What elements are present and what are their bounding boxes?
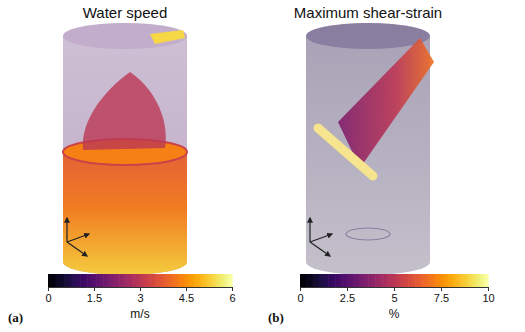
tick-mark — [140, 287, 141, 291]
axis-triad — [309, 218, 310, 242]
tick-mark — [488, 287, 489, 291]
tick-label: 6 — [229, 292, 235, 304]
colorbar-cell — [230, 274, 233, 287]
tick-mark — [94, 287, 95, 291]
tick-mark — [48, 287, 49, 291]
panel: Maximum shear-strain 0 2.5 5 7.5 10% (b) — [268, 4, 495, 325]
colorbar-axis-line — [49, 288, 233, 292]
tick: 7.5 — [434, 287, 449, 304]
tick-label: 3 — [137, 292, 143, 304]
tick-label: 1.5 — [87, 292, 102, 304]
figure: Water speed 0 1.5 3 4.5 6 m/s (a) Maximum shear-… — [0, 0, 525, 332]
axis-triad — [67, 234, 89, 242]
tick-mark — [186, 287, 187, 291]
colorbar-label: m/s — [130, 307, 149, 321]
fast-region — [63, 139, 187, 275]
cylinder-top — [63, 23, 187, 49]
colorbar: 0 1.5 3 4.5 6 — [45, 274, 235, 304]
tick-label: 7.5 — [434, 292, 449, 304]
colorbar-cell — [486, 274, 489, 287]
tick-label: 5 — [391, 292, 397, 304]
plume — [83, 72, 166, 150]
axis-triad — [67, 242, 87, 256]
volume-rendering — [63, 23, 187, 275]
tick-label: 0 — [45, 292, 51, 304]
tick: 0 — [297, 287, 303, 304]
panel-letter: (b) — [268, 310, 284, 325]
ring — [346, 228, 390, 240]
shear-band — [338, 38, 434, 168]
tick-label: 0 — [297, 292, 303, 304]
tick-mark — [232, 287, 233, 291]
panel-title: Maximum shear-strain — [294, 4, 442, 21]
volume-rendering — [306, 23, 434, 275]
tick-label: 10 — [482, 292, 494, 304]
tick: 5 — [391, 287, 397, 304]
axis-triad — [66, 218, 67, 242]
tick-mark — [441, 287, 442, 291]
shear-edge — [318, 128, 373, 176]
tick: 1.5 — [87, 287, 102, 304]
colorbar-label: % — [389, 307, 400, 321]
streak — [150, 30, 185, 44]
panel: Water speed 0 1.5 3 4.5 6 m/s (a) — [8, 4, 236, 325]
tick: 10 — [482, 287, 494, 304]
tick: 6 — [229, 287, 235, 304]
tick-label: 4.5 — [179, 292, 194, 304]
tick: 0 — [45, 287, 51, 304]
cylinder — [63, 23, 187, 275]
colorbar-axis: 0 1.5 3 4.5 6 — [45, 287, 235, 304]
colorbar: 0 2.5 5 7.5 10 — [297, 274, 494, 304]
tick-label: 2.5 — [340, 292, 355, 304]
axis-triad — [310, 242, 330, 256]
tick-mark — [300, 287, 301, 291]
axis-triad — [310, 234, 332, 242]
tick: 4.5 — [179, 287, 194, 304]
tick-mark — [347, 287, 348, 291]
panel-title: Water speed — [83, 4, 168, 21]
tick: 3 — [137, 287, 143, 304]
cylinder-top — [306, 23, 430, 49]
tick: 2.5 — [340, 287, 355, 304]
tick-mark — [394, 287, 395, 291]
colorbar-axis-line — [301, 288, 489, 292]
panel-letter: (a) — [8, 310, 23, 325]
colorbar-axis: 0 2.5 5 7.5 10 — [297, 287, 494, 304]
